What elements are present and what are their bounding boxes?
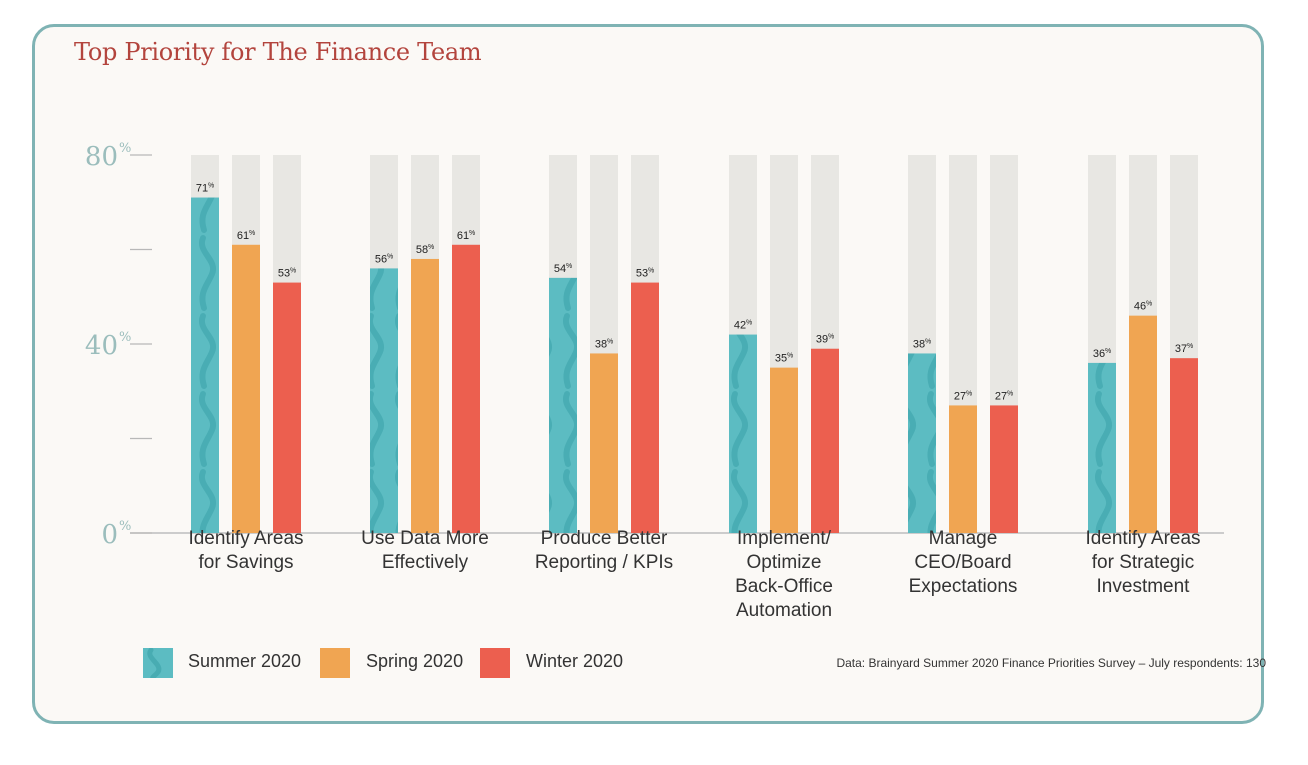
category-label-line: Identify Areas <box>1085 528 1201 549</box>
data-label: 58 <box>416 244 428 256</box>
legend-label: Winter 2020 <box>526 651 624 671</box>
data-label: 38 <box>595 338 607 350</box>
data-label: 56 <box>375 253 387 265</box>
category-label-line: Implement/ <box>737 528 831 549</box>
category-label-line: Produce Better <box>540 528 668 549</box>
category-label-line: Back-Office <box>735 576 833 597</box>
y-tick-unit: % <box>119 519 131 534</box>
data-label-unit: % <box>208 183 214 190</box>
category-label-line: Effectively <box>381 552 469 573</box>
bar <box>811 348 839 533</box>
data-label-unit: % <box>469 230 475 237</box>
data-label: 38 <box>913 338 925 350</box>
category-label-line: Manage <box>928 528 998 549</box>
legend-label: Summer 2020 <box>188 651 302 671</box>
bar <box>729 334 757 533</box>
category-label-line: Optimize <box>746 552 822 573</box>
data-label-unit: % <box>925 338 931 345</box>
data-label: 53 <box>278 268 290 280</box>
category-label-line: for Savings <box>198 552 294 573</box>
data-label: 61 <box>457 230 469 242</box>
bar <box>590 353 618 533</box>
data-label-unit: % <box>428 244 434 251</box>
data-label-unit: % <box>1146 301 1152 308</box>
data-label: 53 <box>636 268 648 280</box>
data-label-unit: % <box>746 320 752 327</box>
category-label-line: Expectations <box>908 576 1018 597</box>
y-tick-label: 80 <box>85 142 118 172</box>
y-tick-label: 40 <box>85 331 118 361</box>
data-label-unit: % <box>648 268 654 275</box>
category-label-line: Identify Areas <box>188 528 304 549</box>
data-label: 54 <box>554 263 566 275</box>
bar <box>770 367 798 533</box>
data-label-unit: % <box>249 230 255 237</box>
data-label-unit: % <box>787 353 793 360</box>
source-note: Data: Brainyard Summer 2020 Finance Prio… <box>836 656 1266 670</box>
category-label: Implement/Optimize Back-Office Automation <box>694 527 874 623</box>
bar <box>1129 315 1157 533</box>
bar <box>452 244 480 533</box>
category-label: Use Data More Effectively <box>335 527 515 575</box>
y-tick-unit: % <box>119 330 131 345</box>
bar <box>411 258 439 533</box>
data-label-unit: % <box>607 338 613 345</box>
data-label: 42 <box>734 320 746 332</box>
data-label: 27 <box>954 390 966 402</box>
category-label-line: Reporting / KPIs <box>534 552 674 573</box>
category-label-line: Investment <box>1096 576 1190 597</box>
y-tick-unit: % <box>119 141 131 156</box>
bar <box>1170 358 1198 533</box>
category-label-line: Use Data More <box>361 528 489 549</box>
bar <box>191 197 219 533</box>
category-label-line: CEO/Board <box>914 552 1012 573</box>
bar <box>631 282 659 533</box>
bar <box>232 244 260 533</box>
data-label: 37 <box>1175 343 1187 355</box>
data-label: 27 <box>995 390 1007 402</box>
legend-swatch <box>320 648 350 678</box>
squiggle-icon <box>147 647 162 681</box>
data-label: 71 <box>196 183 208 195</box>
category-label: Identify Areas for Savings <box>156 527 336 575</box>
category-label: Produce Better Reporting / KPIs <box>514 527 694 575</box>
category-label: Manage CEO/Board Expectations <box>873 527 1053 599</box>
data-label-unit: % <box>566 263 572 270</box>
bar <box>990 405 1018 533</box>
data-label-unit: % <box>966 390 972 397</box>
category-label: Identify Areas for Strategic Investment <box>1053 527 1233 599</box>
bar <box>908 353 936 533</box>
data-label-unit: % <box>828 334 834 341</box>
data-label-unit: % <box>290 268 296 275</box>
data-label-unit: % <box>1105 348 1111 355</box>
category-label-line: for Strategic <box>1091 552 1195 573</box>
legend-label: Spring 2020 <box>366 651 464 671</box>
data-label: 46 <box>1134 301 1146 313</box>
category-label-line: Automation <box>735 600 833 621</box>
bar <box>949 405 977 533</box>
bar <box>549 277 577 533</box>
data-label: 39 <box>816 334 828 346</box>
bar <box>1088 362 1116 533</box>
data-label: 35 <box>775 353 787 365</box>
data-label-unit: % <box>1187 343 1193 350</box>
bar <box>370 268 398 533</box>
bar <box>273 282 301 533</box>
legend-swatch <box>143 647 173 681</box>
legend-swatch <box>480 648 510 678</box>
data-label: 61 <box>237 230 249 242</box>
y-tick-label: 0 <box>101 520 118 550</box>
data-label-unit: % <box>387 253 393 260</box>
data-label-unit: % <box>1007 390 1013 397</box>
data-label: 36 <box>1093 348 1105 360</box>
chart-title: Top Priority for The Finance Team <box>74 38 482 66</box>
